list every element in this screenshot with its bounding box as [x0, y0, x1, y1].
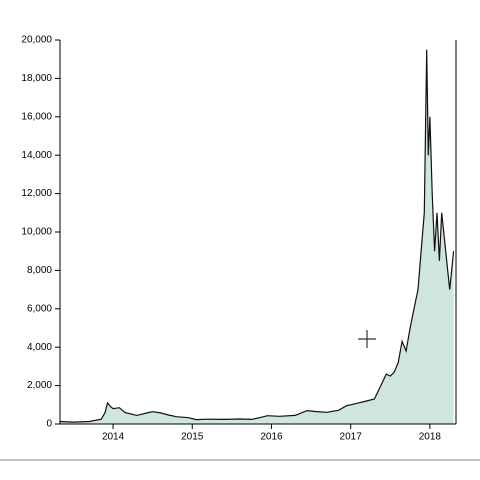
y-tick-label: 8,000: [27, 265, 52, 276]
y-tick-label: 18,000: [21, 73, 52, 84]
price-line: [59, 49, 455, 423]
y-tick-label: 10,000: [21, 227, 52, 238]
x-tick-label: 2014: [102, 432, 125, 443]
y-tick-label: 2,000: [27, 380, 52, 391]
y-tick-label: 12,000: [21, 188, 52, 199]
y-tick-label: 16,000: [21, 111, 52, 122]
y-tick-label: 20,000: [21, 35, 52, 46]
x-tick-label: 2017: [340, 432, 363, 443]
y-tick-label: 4,000: [27, 342, 52, 353]
x-tick-label: 2018: [419, 432, 442, 443]
x-tick-label: 2015: [181, 432, 204, 443]
y-tick-label: 14,000: [21, 150, 52, 161]
cursor: [358, 330, 376, 348]
y-tick-label: 0: [46, 419, 52, 430]
area-fill: [60, 49, 454, 424]
x-tick-label: 2016: [260, 432, 283, 443]
y-tick-label: 6,000: [27, 303, 52, 314]
